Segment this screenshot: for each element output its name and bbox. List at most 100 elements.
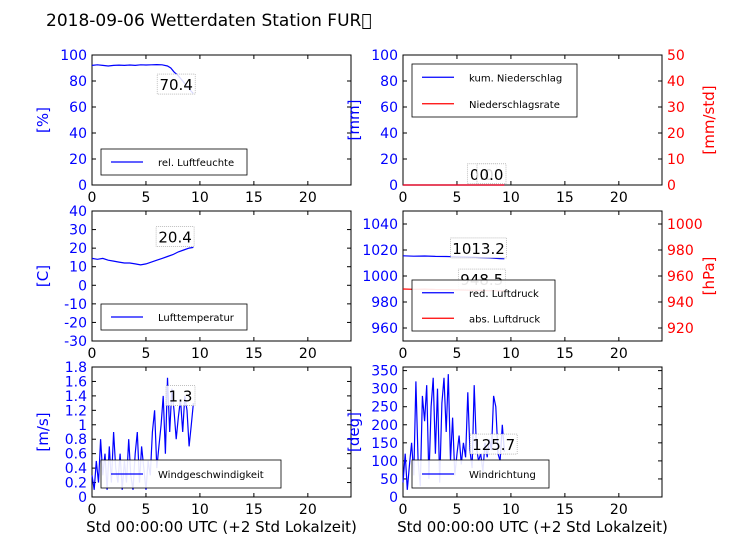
x-tick-label: 5 bbox=[452, 346, 461, 362]
y-tick-label: 1.6 bbox=[65, 374, 87, 390]
x-tick-label: 0 bbox=[88, 190, 97, 206]
y-tick-label: 0.2 bbox=[65, 476, 87, 492]
series-line-0 bbox=[91, 246, 194, 266]
panel-middle-right: 0 5 10 15 20 960 980 1000 1020 1040 920 940 960 980 10… bbox=[362, 210, 718, 362]
y-tick-label: 0 bbox=[389, 490, 398, 506]
plot-frame bbox=[402, 54, 663, 186]
y-tick-label: -30 bbox=[64, 334, 87, 350]
annotation-label: 1013.2 bbox=[452, 240, 505, 258]
annotation-box bbox=[450, 237, 507, 259]
y-tick-label: 0 bbox=[78, 178, 87, 194]
annotation-label: 1.3 bbox=[169, 388, 193, 406]
y-right-tick-label: 30 bbox=[667, 100, 685, 116]
y-axis-label: [mm] bbox=[345, 100, 363, 141]
annotation-label: 70.4 bbox=[159, 76, 192, 94]
x-tick-label: 20 bbox=[610, 502, 628, 518]
y-tick-label: 40 bbox=[380, 126, 398, 142]
y-tick-label: 100 bbox=[371, 454, 398, 470]
y-tick-label: -10 bbox=[64, 297, 87, 313]
y-tick-label: 40 bbox=[69, 204, 87, 220]
legend-label: red. Luftdruck bbox=[469, 289, 539, 300]
y-tick-label: 100 bbox=[371, 48, 398, 64]
x-tick-label: 5 bbox=[141, 190, 150, 206]
y-axis-label: [deg] bbox=[345, 412, 363, 452]
y-right-tick-label: 40 bbox=[667, 74, 685, 90]
y-tick-label: 1 bbox=[78, 418, 87, 434]
y-right-tick-label: 20 bbox=[667, 126, 685, 142]
x-tick-label: 0 bbox=[88, 346, 97, 362]
legend-label: Windrichtung bbox=[469, 470, 536, 481]
y-tick-label: 0.6 bbox=[65, 447, 87, 463]
x-tick-label: 10 bbox=[502, 502, 520, 518]
plot-frame bbox=[91, 210, 352, 342]
legend-label: Lufttemperatur bbox=[158, 313, 235, 324]
y-tick-label: 250 bbox=[371, 400, 398, 416]
y-tick-label: 1.8 bbox=[65, 360, 87, 376]
x-tick-label: 0 bbox=[399, 502, 408, 518]
panel-top-left: 0 5 10 15 20 0 20 40 60 80 100 [%] 70.4 rel. Luftfeuc… bbox=[34, 48, 352, 206]
x-tick-label: 20 bbox=[610, 190, 628, 206]
legend: rel. Luftfeuchte bbox=[100, 148, 248, 176]
y-tick-label: 980 bbox=[371, 295, 398, 311]
annotation-box bbox=[156, 73, 196, 95]
legend: kum. Niederschlag Niederschlagsrate bbox=[411, 63, 578, 118]
y-tick-label: 40 bbox=[69, 126, 87, 142]
y-axis-label: [C] bbox=[34, 265, 52, 287]
y-tick-label: 20 bbox=[69, 241, 87, 257]
x-tick-label: 15 bbox=[556, 346, 574, 362]
y-tick-label: 80 bbox=[69, 74, 87, 90]
x-tick-label: 5 bbox=[452, 502, 461, 518]
x-tick-label: 5 bbox=[141, 502, 150, 518]
annotation-box bbox=[155, 226, 195, 247]
annotation-label: 125.7 bbox=[472, 436, 515, 454]
plot-frame bbox=[91, 54, 352, 186]
y-tick-label: 1040 bbox=[362, 217, 398, 233]
x-tick-label: 15 bbox=[556, 190, 574, 206]
y-tick-label: 0 bbox=[78, 490, 87, 506]
y-tick-label: 20 bbox=[69, 152, 87, 168]
y-axis-label: [%] bbox=[34, 107, 52, 133]
legend-label: rel. Luftfeuchte bbox=[158, 158, 234, 169]
y-tick-label: 0.8 bbox=[65, 432, 87, 448]
y-tick-label: 200 bbox=[371, 418, 398, 434]
series-line-0 bbox=[91, 377, 194, 490]
y-tick-label: 1.4 bbox=[65, 389, 87, 405]
x-tick-label: 20 bbox=[299, 346, 317, 362]
y-right-tick-label: 10 bbox=[667, 152, 685, 168]
y-tick-label: 30 bbox=[69, 223, 87, 239]
y-tick-label: 1000 bbox=[362, 269, 398, 285]
y-tick-label: 150 bbox=[371, 436, 398, 452]
legend: Windrichtung bbox=[411, 459, 550, 489]
figure-title: 2018-09-06 Wetterdaten Station FUR  bbox=[46, 11, 372, 31]
x-tick-label: 0 bbox=[399, 346, 408, 362]
x-tick-label: 5 bbox=[452, 190, 461, 206]
x-tick-label: 20 bbox=[299, 502, 317, 518]
y-tick-label: 1020 bbox=[362, 243, 398, 259]
y-axis-label: [m/s] bbox=[34, 412, 52, 451]
annotation-label: 0.0 bbox=[480, 166, 504, 184]
x-tick-label: 10 bbox=[191, 190, 209, 206]
plot-frame bbox=[402, 366, 663, 498]
x-tick-label: 10 bbox=[502, 346, 520, 362]
y-right-axis-label: [mm/std] bbox=[700, 85, 718, 154]
x-tick-label: 10 bbox=[502, 190, 520, 206]
y-right-axis-label: [hPa] bbox=[700, 257, 718, 296]
y-tick-label: 60 bbox=[380, 100, 398, 116]
y-right-tick-label: 1000 bbox=[667, 217, 703, 233]
y-right-tick-label: 980 bbox=[667, 243, 694, 259]
plot-frame bbox=[91, 366, 352, 498]
legend: red. Luftdruck abs. Luftdruck bbox=[411, 279, 556, 332]
legend: Lufttemperatur bbox=[100, 303, 248, 331]
panel-bottom-left: 0 5 10 15 20 00.20.40.60.811.21.41.61.8 [m/s] S… bbox=[34, 360, 357, 536]
y-right-tick-label: 920 bbox=[667, 321, 694, 337]
y-right-tick-label: 0 bbox=[667, 178, 676, 194]
annotation-box bbox=[165, 385, 196, 406]
x-tick-label: 15 bbox=[245, 502, 263, 518]
y-tick-label: 20 bbox=[380, 152, 398, 168]
y-tick-label: 0.4 bbox=[65, 461, 87, 477]
x-tick-label: 20 bbox=[299, 190, 317, 206]
panel-middle-left: 0 5 10 15 20 -30 -20 -10 0 10 20 30 40 [C] 20.4 Lufttem… bbox=[34, 204, 352, 362]
legend-label: Niederschlagsrate bbox=[469, 100, 560, 111]
